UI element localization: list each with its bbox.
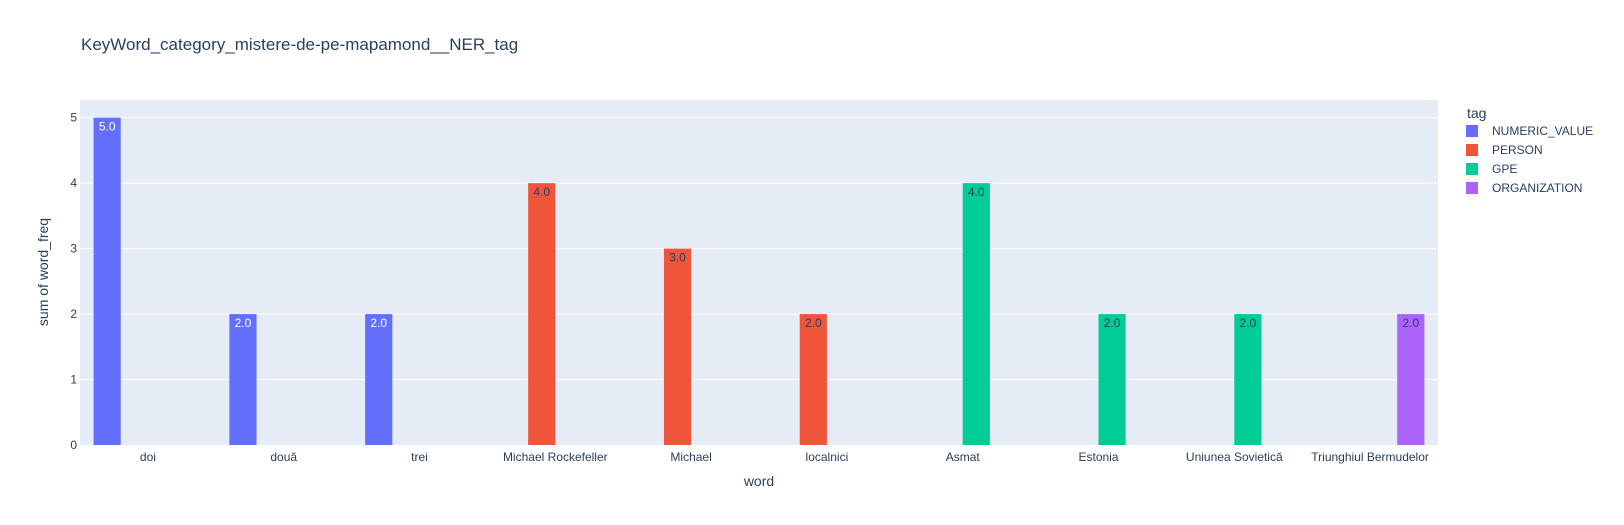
x-tick-label: două	[270, 450, 297, 464]
bar-value-label: 2.0	[805, 316, 822, 330]
y-tick-label: 3	[70, 242, 77, 256]
bar-value-label: 2.0	[1402, 316, 1419, 330]
x-tick-label: trei	[411, 450, 428, 464]
y-axis-ticks: 0 1 2 3 4 5	[70, 111, 77, 452]
y-tick-label: 2	[70, 307, 77, 321]
legend-swatch	[1466, 144, 1478, 156]
legend-title: tag	[1467, 105, 1486, 121]
legend-swatch	[1466, 182, 1478, 194]
legend-swatch	[1466, 163, 1478, 175]
bars	[93, 117, 1425, 445]
x-tick-label: Michael	[670, 450, 711, 464]
y-tick-label: 5	[70, 111, 77, 125]
x-tick-label: Uniunea Sovietică	[1186, 450, 1283, 464]
plot-area	[80, 100, 1438, 445]
bar[interactable]	[663, 248, 692, 445]
bar-value-label: 5.0	[99, 120, 116, 134]
bar[interactable]	[229, 314, 257, 445]
bar-value-label: 3.0	[669, 251, 686, 265]
y-tick-label: 1	[70, 373, 77, 387]
bar[interactable]	[1234, 314, 1262, 445]
bar-value-label: 2.0	[1240, 316, 1257, 330]
x-tick-label: doi	[140, 450, 156, 464]
bar-value-label: 4.0	[968, 185, 985, 199]
legend-swatch	[1466, 125, 1478, 137]
y-axis-title: sum of word_freq	[35, 218, 51, 326]
bar[interactable]	[528, 183, 556, 445]
bar-labels: 5.0 2.0 2.0 4.0 3.0 2.0 4.0 2.0 2.0 2.0	[99, 120, 1420, 330]
bar[interactable]	[962, 183, 990, 445]
legend-item-label: ORGANIZATION	[1492, 181, 1582, 195]
bar[interactable]	[93, 117, 121, 445]
chart-title: KeyWord_category_mistere-de-pe-mapamond_…	[81, 35, 518, 54]
bar-value-label: 4.0	[533, 185, 550, 199]
x-tick-label: localnici	[806, 450, 849, 464]
legend-item-label: PERSON	[1492, 143, 1543, 157]
legend-item-label: GPE	[1492, 162, 1517, 176]
y-tick-label: 4	[70, 176, 77, 190]
bar[interactable]	[365, 314, 393, 445]
bar-value-label: 2.0	[370, 316, 387, 330]
x-axis-title: word	[743, 473, 774, 489]
legend[interactable]: tag NUMERIC_VALUE PERSON GPE ORGANIZATION	[1466, 105, 1593, 195]
x-tick-label: Asmat	[946, 450, 981, 464]
bar[interactable]	[799, 314, 827, 445]
gridlines	[80, 117, 1438, 381]
bar-value-label: 2.0	[1104, 316, 1121, 330]
bar-value-label: 2.0	[235, 316, 252, 330]
y-tick-label: 0	[70, 438, 77, 452]
x-tick-label: Michael Rockefeller	[503, 450, 608, 464]
legend-item-label: NUMERIC_VALUE	[1492, 124, 1593, 138]
bar[interactable]	[1397, 314, 1425, 445]
x-tick-label: Triunghiul Bermudelor	[1311, 450, 1429, 464]
x-tick-label: Estonia	[1078, 450, 1118, 464]
x-axis-ticks: doi două trei Michael Rockefeller Michael loc…	[140, 450, 1429, 464]
bar[interactable]	[1098, 314, 1126, 445]
